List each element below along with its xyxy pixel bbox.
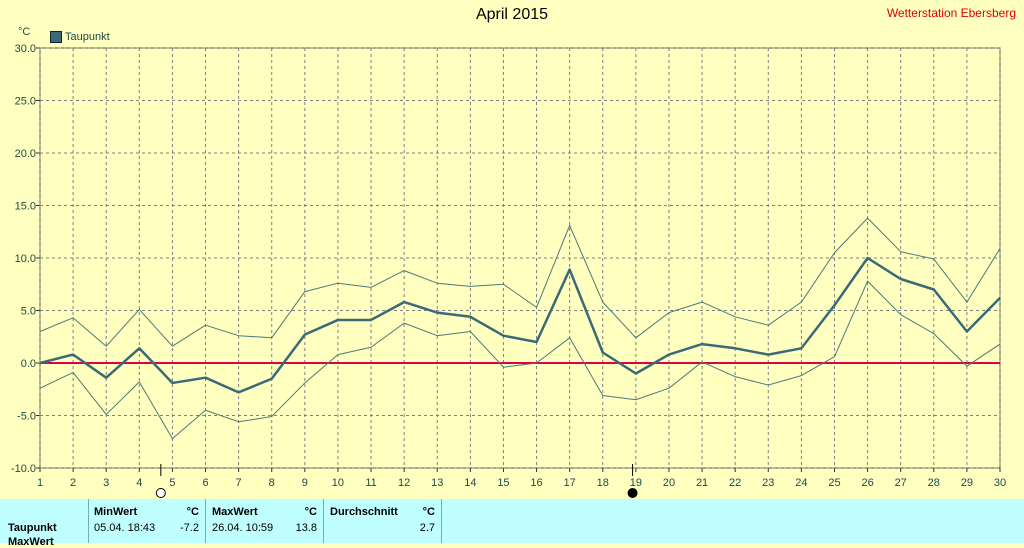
x-tick-label: 21 [696, 477, 708, 489]
y-tick-label: 30.0 [15, 43, 36, 55]
x-tick-label: 12 [398, 477, 410, 489]
x-tick-label: 3 [103, 477, 109, 489]
x-tick-label: 15 [497, 477, 509, 489]
x-tick-label: 26 [861, 477, 873, 489]
series-line-max [39, 217, 1001, 347]
y-tick-label: 5.0 [21, 306, 36, 318]
stats-avg-column: Durchschnitt °C 2.7 [324, 499, 442, 543]
avg-header: Durchschnitt [330, 506, 398, 518]
full-moon-icon [155, 488, 166, 498]
x-tick-label: 20 [663, 477, 675, 489]
x-tick-label: 13 [431, 477, 443, 489]
max-time: 26.04. 10:59 [212, 522, 274, 534]
chart-title: April 2015 [475, 6, 549, 23]
station-name: Wetterstation Ebersberg [886, 6, 1016, 20]
x-tick-label: 4 [136, 477, 142, 489]
stats-panel: Taupunkt MaxWert MinWert °C 05.04. 18:43… [0, 499, 1024, 548]
x-tick-label: 8 [269, 477, 275, 489]
x-tick-label: 6 [202, 477, 208, 489]
y-tick-label: 20.0 [15, 148, 36, 160]
x-tick-label: 11 [365, 477, 376, 489]
legend-swatch [50, 31, 62, 43]
y-unit-label: °C [18, 26, 31, 38]
x-tick-label: 22 [729, 477, 741, 489]
x-tick-label: 9 [302, 477, 308, 489]
dewpoint-chart: 30.025.020.015.010.05.00.0-5.0-10.01 2 3 4 5… [11, 43, 1006, 498]
x-tick-label: 16 [530, 477, 542, 489]
x-tick-label: 19 [630, 477, 642, 489]
y-tick-label: 0.0 [21, 358, 36, 370]
x-tick-label: 27 [895, 477, 907, 489]
y-tick-label: -5.0 [17, 411, 36, 423]
x-tick-label: 23 [762, 477, 774, 489]
x-tick-label: 10 [332, 477, 344, 489]
stats-max-column: MaxWert °C 26.04. 10:59 13.8 [206, 499, 324, 543]
x-tick-label: 1 [37, 477, 43, 489]
max-value: 13.8 [295, 522, 317, 534]
min-unit: °C [186, 506, 199, 518]
stats-row-label-2: MaxWert [8, 536, 54, 548]
y-tick-label: 15.0 [15, 201, 36, 213]
x-tick-label: 7 [236, 477, 242, 489]
stats-min-column: MinWert °C 05.04. 18:43 -7.2 [88, 499, 206, 543]
x-tick-label: 30 [994, 477, 1006, 489]
x-tick-label: 25 [828, 477, 840, 489]
x-tick-label: 2 [70, 477, 76, 489]
min-time: 05.04. 18:43 [94, 522, 156, 534]
x-tick-label: 17 [564, 477, 576, 489]
x-tick-label: 14 [464, 477, 476, 489]
min-value: -7.2 [180, 522, 199, 534]
x-tick-label: 18 [597, 477, 609, 489]
stats-row-label: Taupunkt [8, 522, 57, 534]
legend-label: Taupunkt [65, 31, 110, 43]
series-line-mean [39, 256, 1001, 394]
legend: Taupunkt [50, 31, 110, 43]
min-header: MinWert [94, 506, 138, 518]
new-moon-icon [627, 488, 638, 498]
x-tick-label: 28 [928, 477, 940, 489]
x-tick-label: 5 [169, 477, 175, 489]
max-header: MaxWert [212, 506, 258, 518]
stats-label-column: Taupunkt MaxWert [0, 499, 89, 548]
y-tick-label: -10.0 [11, 463, 36, 475]
y-tick-label: 10.0 [15, 253, 36, 265]
y-tick-label: 25.0 [15, 96, 36, 108]
series-line-min [39, 280, 1001, 440]
avg-value: 2.7 [419, 522, 435, 534]
x-tick-label: 29 [961, 477, 973, 489]
x-tick-label: 24 [795, 477, 807, 489]
avg-unit: °C [422, 506, 435, 518]
max-unit: °C [304, 506, 317, 518]
